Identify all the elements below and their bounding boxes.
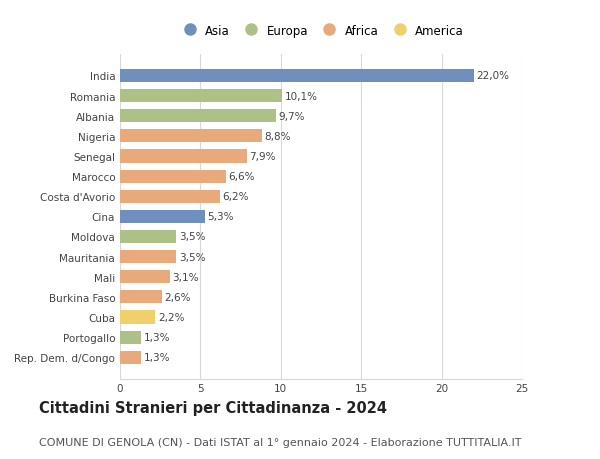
Text: 3,5%: 3,5% [179,252,205,262]
Bar [120,190,220,203]
Bar [120,331,141,344]
Text: 10,1%: 10,1% [285,91,318,101]
Bar [120,90,283,103]
Text: 6,6%: 6,6% [229,172,255,182]
Bar [120,70,474,83]
Bar [120,311,155,324]
Bar [120,210,205,224]
Bar [120,110,276,123]
Bar [120,130,262,143]
Bar [120,150,247,163]
Text: 1,3%: 1,3% [143,353,170,363]
Text: Cittadini Stranieri per Cittadinanza - 2024: Cittadini Stranieri per Cittadinanza - 2… [39,400,387,415]
Text: COMUNE DI GENOLA (CN) - Dati ISTAT al 1° gennaio 2024 - Elaborazione TUTTITALIA.: COMUNE DI GENOLA (CN) - Dati ISTAT al 1°… [39,437,521,448]
Text: 3,1%: 3,1% [172,272,199,282]
Bar [120,170,226,183]
Bar [120,230,176,243]
Bar [120,351,141,364]
Text: 9,7%: 9,7% [278,112,305,122]
Text: 7,9%: 7,9% [250,151,276,162]
Text: 8,8%: 8,8% [264,132,290,141]
Text: 2,2%: 2,2% [158,312,184,322]
Bar [120,271,170,284]
Text: 6,2%: 6,2% [222,192,248,202]
Bar [120,251,176,263]
Text: 22,0%: 22,0% [476,71,509,81]
Text: 2,6%: 2,6% [164,292,191,302]
Bar [120,291,162,304]
Text: 1,3%: 1,3% [143,332,170,342]
Text: 3,5%: 3,5% [179,232,205,242]
Text: 5,3%: 5,3% [208,212,234,222]
Legend: Asia, Europa, Africa, America: Asia, Europa, Africa, America [176,22,466,40]
